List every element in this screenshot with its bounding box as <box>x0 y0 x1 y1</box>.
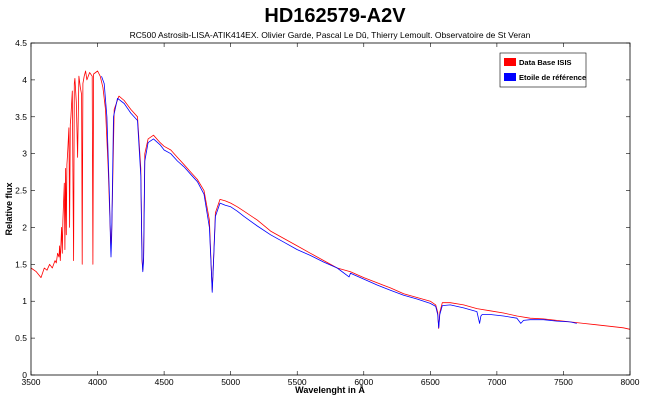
legend: Data Base ISIS Etoile de référence <box>499 52 587 88</box>
chart-title: HD162579-A2V <box>264 5 406 27</box>
series-line-data-base-isis <box>30 70 631 330</box>
x-tick-label: 8000 <box>621 377 640 387</box>
chart-subtitle: RC500 Astrosib-LISA-ATIK414EX. Olivier G… <box>130 30 531 40</box>
x-tick-label: 4000 <box>88 377 107 387</box>
legend-label-data-base-isis: Data Base ISIS <box>519 58 572 67</box>
y-tick-label: 4.5 <box>15 38 27 48</box>
y-tick-label: 2 <box>22 222 27 232</box>
series-line-etoile-de-reference <box>101 76 577 329</box>
y-tick-label: 3 <box>22 149 27 159</box>
x-tick-label: 6500 <box>421 377 440 387</box>
x-tick-label: 7500 <box>554 377 573 387</box>
legend-label-etoile-de-reference: Etoile de référence <box>519 73 586 82</box>
y-tick-label: 0 <box>22 370 27 380</box>
legend-swatch-data-base-isis <box>504 58 516 66</box>
x-tick-label: 7000 <box>487 377 506 387</box>
y-tick-label: 0.5 <box>15 333 27 343</box>
y-axis-label: Relative flux <box>4 182 14 235</box>
x-axis: 3500 4000 4500 5000 5500 6000 6500 7000 7500 8000 <box>22 43 640 387</box>
x-tick-label: 6000 <box>354 377 373 387</box>
y-tick-label: 1 <box>22 296 27 306</box>
x-tick-label: 5500 <box>288 377 307 387</box>
y-axis: 0 0.5 1 1.5 2 2.5 3 3.5 4 4.5 <box>15 38 630 380</box>
x-tick-label: 3500 <box>22 377 41 387</box>
x-axis-label: Wavelenght in Å <box>295 385 365 395</box>
axes-frame <box>30 42 631 376</box>
plot-area <box>31 43 630 375</box>
y-tick-label: 2.5 <box>15 186 27 196</box>
y-tick-label: 1.5 <box>15 259 27 269</box>
x-tick-label: 5000 <box>221 377 240 387</box>
series-layer <box>30 70 631 330</box>
y-tick-label: 3.5 <box>15 112 27 122</box>
y-tick-label: 4 <box>22 75 27 85</box>
x-tick-label: 4500 <box>155 377 174 387</box>
legend-swatch-etoile-de-reference <box>504 73 516 81</box>
